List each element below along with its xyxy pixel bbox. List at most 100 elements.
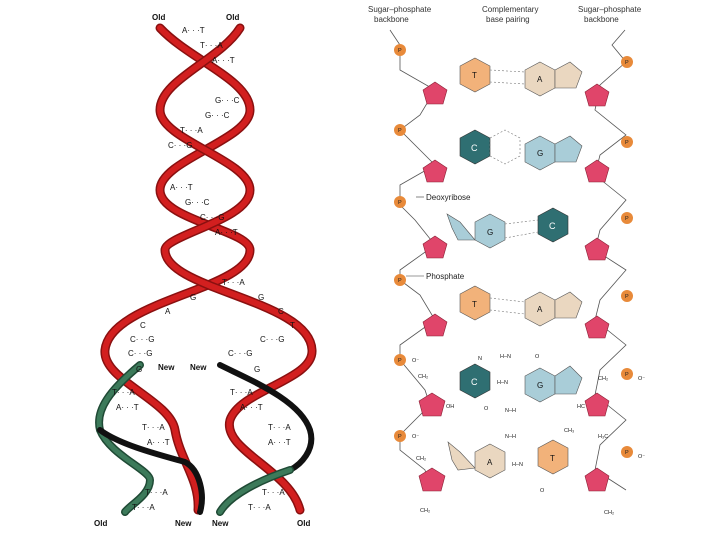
base-G-pentagon	[554, 135, 583, 163]
label-new-mid-left: New	[158, 363, 175, 372]
base-T-hexagon	[459, 57, 491, 93]
base-pair-2: C G	[459, 129, 583, 171]
phosphate-symbol: P	[398, 128, 402, 134]
chem-label: H–N	[512, 462, 523, 468]
base-G-pentagon	[446, 213, 476, 241]
chem-label: OH	[446, 404, 454, 410]
base-pair-1: T A	[459, 57, 583, 97]
header-left-1: Sugar–phosphate	[368, 5, 432, 14]
base-letter: G	[537, 149, 543, 158]
chem-label: O	[535, 354, 540, 360]
chem-label: H–N	[500, 354, 511, 360]
phosphate-circle	[621, 368, 633, 380]
phosphate-circle	[621, 56, 633, 68]
sugar-pentagon	[422, 235, 448, 259]
base-letter: C	[471, 377, 478, 387]
daughter-base: G	[254, 365, 260, 374]
phosphate-circle	[394, 44, 406, 56]
sugar-pentagon	[584, 83, 610, 107]
base-pair-5: C G H–N H–N N–H N O O O⁻ CH₂ OH CH₂ O⁻ H…	[412, 354, 645, 414]
base-T-hexagon	[459, 285, 491, 321]
phosphate-circle	[621, 446, 633, 458]
base-letter: T	[550, 454, 555, 463]
sugar-pentagon	[418, 467, 446, 492]
base-letter: A	[537, 75, 543, 84]
daughter-base-pair: T· · ·A	[132, 503, 155, 512]
sugar-pentagon	[422, 159, 448, 183]
phosphate-symbol: P	[398, 48, 402, 54]
header-left-2: backbone	[374, 15, 409, 24]
phosphate-circle	[394, 354, 406, 366]
fork-base: G	[258, 293, 264, 302]
chem-label: O	[484, 406, 489, 412]
phosphate-symbol: P	[398, 358, 402, 364]
base-letter: G	[487, 228, 493, 237]
daughter-base-pair: A· · ·T	[116, 403, 139, 412]
base-letter: T	[472, 71, 477, 80]
label-old-top-right: Old	[226, 13, 239, 22]
base-pair-row: T· · ·A	[200, 41, 223, 50]
base-pair-row: A· · ·T	[212, 56, 235, 65]
daughter-base-pair: T· · ·A	[142, 423, 165, 432]
base-C-hexagon	[537, 207, 569, 243]
chem-label: O⁻	[638, 376, 645, 382]
daughter-base-pair: T· · ·A	[230, 388, 253, 397]
label-old-bottom-2: Old	[297, 519, 310, 528]
phosphate-circle	[621, 212, 633, 224]
phosphate-circle	[621, 290, 633, 302]
phosphate-symbol: P	[625, 372, 629, 378]
daughter-base-pair: T· · ·A	[112, 388, 135, 397]
base-letter: C	[549, 221, 556, 231]
base-pair-row: G· · ·C	[185, 198, 210, 207]
label-new-bottom-1: New	[175, 519, 192, 528]
phosphate-symbol: P	[398, 434, 402, 440]
daughter-base-pair: T· · ·A	[248, 503, 271, 512]
chem-label: CH₂	[604, 510, 614, 516]
base-T-hexagon	[537, 439, 569, 475]
phosphate-circle	[394, 274, 406, 286]
phosphate-circle	[394, 124, 406, 136]
base-A-pentagon	[447, 441, 476, 471]
daughter-base-pair: A· · ·T	[268, 438, 291, 447]
fork-base: C	[140, 321, 146, 330]
chem-label: CH₃	[564, 428, 574, 434]
sugar-pentagon	[584, 159, 610, 183]
chem-label: O⁻	[638, 454, 645, 460]
sugar-pentagon	[584, 315, 610, 339]
new-strand-black-left	[97, 427, 205, 515]
sugar-pentagon	[422, 313, 448, 337]
base-letter: A	[487, 458, 493, 467]
chem-label: CH₂	[420, 508, 430, 514]
fork-bases-right: G C T C· · ·G C· · ·G	[228, 293, 295, 358]
phosphate-symbol: P	[625, 216, 629, 222]
sugars	[418, 81, 610, 492]
base-pair-row: A· · ·T	[170, 183, 193, 192]
base-pair-row: T· · ·A	[222, 278, 245, 287]
daughter-base-pair: A· · ·T	[240, 403, 263, 412]
fork-base: T	[290, 321, 295, 330]
chem-label: O	[540, 488, 545, 494]
base-A-pentagon	[554, 291, 583, 319]
base-G-hexagon	[474, 213, 506, 249]
fork-base: A	[165, 307, 171, 316]
phosphate-symbol: P	[398, 278, 402, 284]
fork-bases-left: G A C C· · ·G C· · ·G	[128, 293, 196, 358]
phosphates-right: P P P P P P	[621, 56, 633, 458]
base-C-hexagon	[459, 363, 491, 399]
header-right-2: backbone	[584, 15, 619, 24]
chem-label: O⁻	[412, 434, 419, 440]
chem-label: N–H	[505, 434, 516, 440]
chem-label: H₃C	[598, 434, 608, 440]
base-pair-3: G C	[446, 207, 569, 249]
fork-base: G	[190, 293, 196, 302]
fork-base: C· · ·G	[128, 349, 152, 358]
callout-phosphate: Phosphate	[426, 272, 465, 281]
base-pair-row: G· · ·C	[215, 96, 240, 105]
phosphate-circle	[394, 196, 406, 208]
base-pair-row: C· · ·G	[168, 141, 192, 150]
replication-helix: Old Old New New Old New New Old A· · ·T …	[94, 13, 317, 528]
chem-label: HC	[577, 404, 585, 410]
sugar-pentagon	[584, 392, 610, 417]
daughter-base: G	[136, 365, 142, 374]
